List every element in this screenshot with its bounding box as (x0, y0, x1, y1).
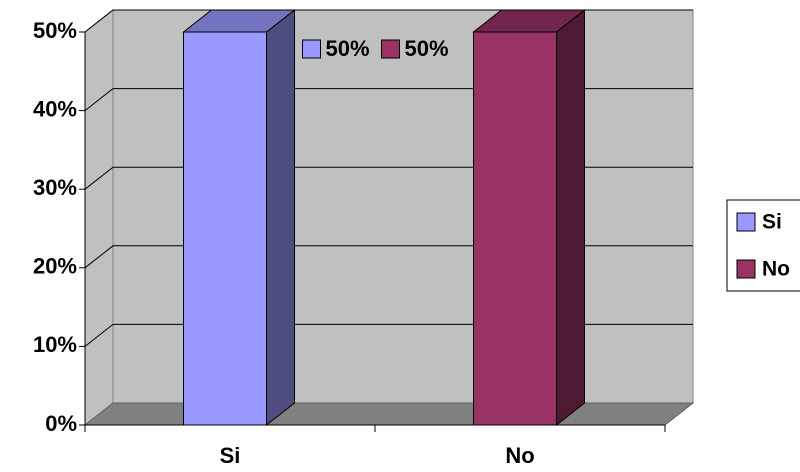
y-tick-label: 50% (33, 18, 77, 43)
grid-line (84, 9, 693, 33)
floor (83, 402, 695, 426)
data-label-key (381, 39, 400, 59)
bar-top (472, 9, 586, 33)
side-wall (84, 8, 114, 427)
bar-front (473, 31, 557, 426)
legend-label: No (762, 258, 790, 281)
y-tick-label: 10% (33, 332, 77, 357)
data-label: 50% (326, 36, 370, 61)
bar-front (183, 31, 267, 426)
data-label: 50% (405, 36, 449, 61)
legend-key (736, 212, 756, 232)
data-label-key (302, 39, 321, 59)
bar (182, 8, 296, 427)
legend-label: Si (762, 211, 782, 234)
bar-top (182, 9, 296, 33)
y-tick-label: 0% (45, 411, 77, 436)
legend-key (736, 259, 756, 279)
y-tick-label: 40% (33, 96, 77, 121)
x-tick-label: No (505, 443, 534, 468)
y-tick-label: 30% (33, 175, 77, 200)
bar (472, 8, 586, 427)
x-tick-label: Si (220, 443, 241, 468)
bar-side (266, 8, 295, 427)
bar-side (556, 8, 585, 427)
y-tick-label: 20% (33, 254, 77, 279)
